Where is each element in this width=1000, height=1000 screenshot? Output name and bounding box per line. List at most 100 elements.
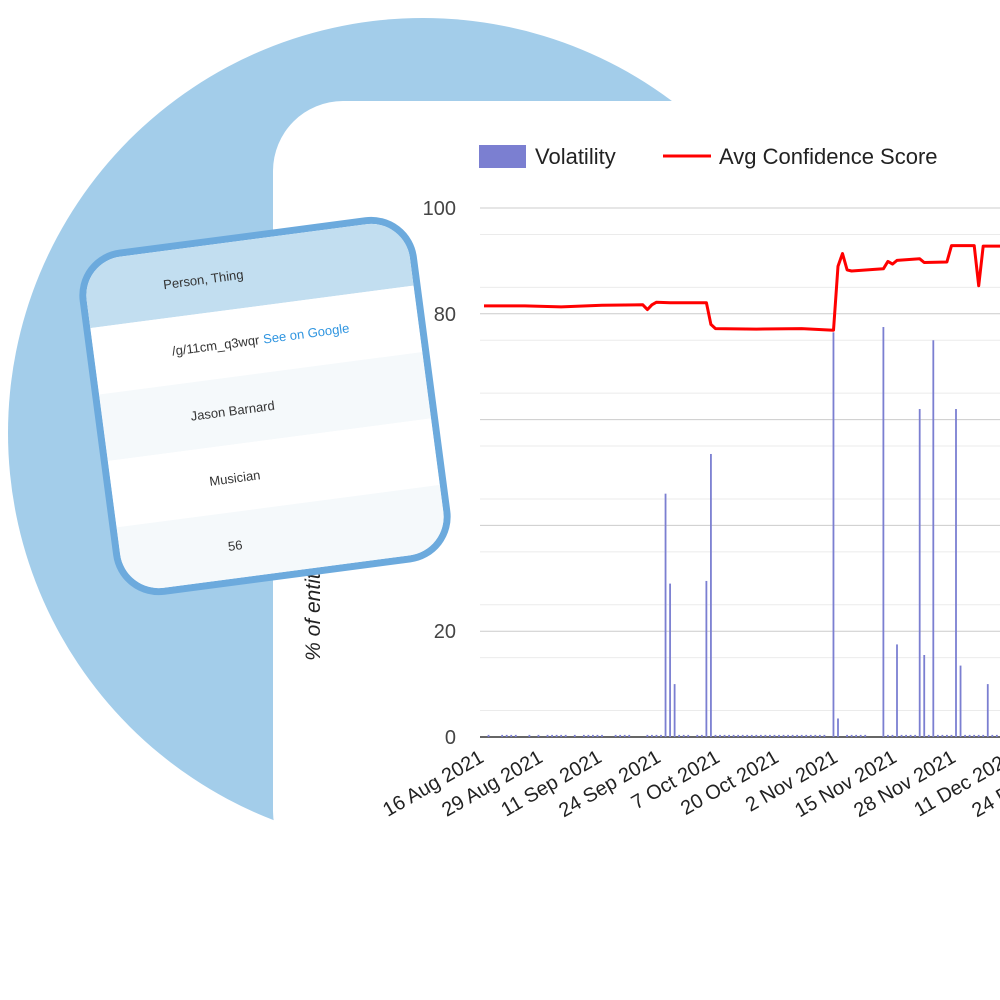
- volatility-bar: [573, 734, 576, 737]
- y-tick-label: 20: [434, 621, 456, 643]
- volatility-bar: [528, 734, 531, 737]
- volatility-bar: [587, 734, 590, 737]
- see-on-google-link[interactable]: See on Google: [262, 320, 351, 347]
- volatility-bar: [782, 734, 785, 737]
- volatility-bar: [805, 734, 808, 737]
- volatility-bar: [800, 734, 803, 737]
- volatility-bar: [787, 734, 789, 737]
- volatility-bar: [714, 734, 717, 737]
- volatility-bar: [723, 734, 726, 737]
- volatility-bar: [596, 734, 599, 737]
- volatility-bar: [687, 734, 690, 737]
- volatility-bar: [487, 734, 490, 737]
- volatility-bar: [696, 734, 699, 737]
- entity-description-text: Musician: [208, 467, 262, 489]
- volatility-bar: [655, 734, 658, 737]
- volatility-bar: [891, 734, 894, 737]
- entity-name-text: Jason Barnard: [189, 397, 276, 424]
- legend-confidence-label: Avg Confidence Score: [719, 144, 938, 169]
- volatility-bar: [809, 734, 812, 737]
- volatility-bar: [592, 734, 594, 737]
- entity-score-text: 56: [227, 537, 244, 554]
- volatility-bar: [791, 734, 794, 737]
- volatility-bar: [514, 734, 517, 737]
- volatility-bar: [796, 734, 799, 737]
- volatility-bar: [660, 734, 662, 737]
- volatility-bar: [977, 734, 980, 737]
- entity-type-text: Person, Thing: [162, 266, 245, 293]
- volatility-bar: [628, 734, 631, 737]
- volatility-bar: [546, 734, 549, 737]
- volatility-bar: [818, 734, 821, 737]
- volatility-bar: [995, 734, 998, 737]
- volatility-bar: [764, 734, 767, 737]
- volatility-bar: [923, 655, 926, 737]
- volatility-bar: [669, 583, 671, 737]
- volatility-bar: [855, 734, 858, 737]
- volatility-bar: [991, 734, 994, 737]
- volatility-bar: [551, 734, 553, 737]
- volatility-bar: [614, 734, 617, 737]
- y-axis-label: % of entites: [302, 551, 325, 661]
- entity-id-text: /g/11cm_q3wqr: [171, 332, 261, 359]
- volatility-bar: [678, 734, 681, 737]
- volatility-bar: [814, 734, 817, 737]
- volatility-bar: [850, 734, 853, 737]
- volatility-bar: [918, 409, 921, 737]
- volatility-bar: [941, 734, 944, 737]
- volatility-bar: [741, 734, 744, 737]
- volatility-bar: [705, 580, 708, 737]
- volatility-bar: [732, 734, 735, 737]
- volatility-bar: [623, 734, 626, 737]
- volatility-bar: [955, 409, 957, 737]
- volatility-bar: [832, 332, 835, 737]
- y-tick-label: 100: [423, 198, 456, 220]
- volatility-bar: [501, 734, 504, 737]
- volatility-bar: [968, 734, 971, 737]
- volatility-bar: [759, 734, 762, 737]
- volatility-bar: [959, 665, 962, 737]
- volatility-bar: [778, 734, 780, 737]
- volatility-bar: [700, 734, 703, 737]
- volatility-bar: [750, 734, 753, 737]
- volatility-bar: [619, 734, 622, 737]
- volatility-bar: [601, 734, 603, 737]
- volatility-bar: [582, 734, 585, 737]
- volatility-bar: [882, 327, 885, 737]
- volatility-bar: [950, 734, 953, 737]
- volatility-bar: [846, 734, 848, 737]
- volatility-bar: [927, 734, 930, 737]
- volatility-bar: [932, 340, 935, 737]
- volatility-bar: [900, 734, 903, 737]
- volatility-bar: [864, 734, 867, 737]
- volatility-bar: [964, 734, 966, 737]
- volatility-bar: [986, 684, 989, 737]
- volatility-bar: [564, 734, 567, 737]
- volatility-bar: [936, 734, 939, 737]
- y-tick-label: 80: [434, 304, 456, 326]
- volatility-bar: [746, 734, 749, 737]
- volatility-bar: [646, 734, 649, 737]
- volatility-bar: [710, 453, 712, 737]
- volatility-bar: [755, 734, 758, 737]
- y-tick-label: 0: [445, 727, 456, 749]
- volatility-bar: [973, 734, 976, 737]
- confidence-score-line: [484, 244, 1000, 332]
- volatility-bar: [560, 734, 563, 737]
- entity-card: Person, Thing /g/11cm_q3wqr See on Googl…: [73, 211, 457, 601]
- volatility-bar: [505, 734, 508, 737]
- volatility-bar: [651, 734, 653, 737]
- legend-volatility-swatch: [479, 145, 526, 168]
- volatility-bar: [887, 734, 889, 737]
- volatility-bar: [719, 734, 721, 737]
- volatility-bar: [728, 734, 730, 737]
- volatility-bar: [823, 734, 826, 737]
- volatility-bar: [982, 734, 985, 737]
- volatility-bar: [737, 734, 740, 737]
- volatility-bar: [673, 684, 676, 737]
- volatility-bar: [837, 718, 839, 737]
- volatility-bar: [555, 734, 558, 737]
- legend-volatility-label: Volatility: [535, 144, 616, 169]
- volatility-bar: [773, 734, 776, 737]
